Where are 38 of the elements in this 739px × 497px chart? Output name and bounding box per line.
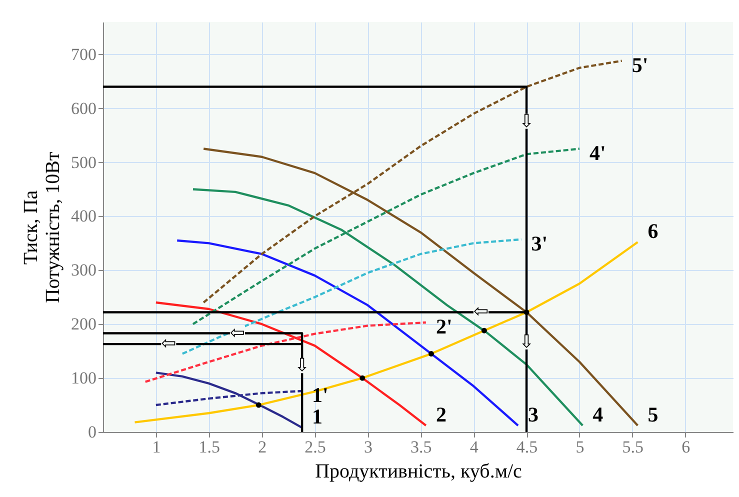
series-label: 5	[648, 402, 658, 427]
y-tick-label: 100	[71, 368, 96, 388]
annotation: ⇦	[161, 333, 176, 354]
annotation: ⇩	[294, 355, 310, 376]
y-tick-label: 500	[71, 152, 96, 172]
series-label: 1'	[312, 383, 328, 407]
x-tick-label: 6	[682, 438, 690, 456]
x-tick-label: 4	[470, 438, 479, 456]
x-tick-label: 3	[364, 438, 372, 456]
y-tick-label: 300	[71, 260, 96, 280]
series-label: 2	[436, 402, 446, 427]
y-tick-label: 400	[71, 206, 96, 226]
y-tick-label: 700	[71, 44, 96, 64]
y-tick-label: 0	[88, 422, 96, 442]
x-tick-label: 2.5	[304, 438, 326, 456]
x-tick-label: 5.5	[622, 438, 644, 456]
x-tick-label: 1	[152, 438, 161, 456]
annotation: ⇦	[473, 301, 489, 322]
annotation: ⇩	[518, 331, 534, 352]
series-label: 3	[528, 402, 539, 427]
x-tick-label: 1.5	[198, 438, 220, 456]
series-label: 3'	[531, 231, 548, 256]
x-axis-title: Продуктивність, куб.м/с	[315, 460, 522, 482]
series-label: 5'	[632, 52, 648, 77]
series-label: 1	[312, 404, 323, 429]
annotation: ⇦	[230, 322, 246, 344]
series-label: 6	[648, 219, 658, 244]
x-tick-label: 2	[258, 438, 267, 456]
y-axis-title: Тиск, Па Потужність, 10Вт	[20, 152, 64, 304]
annotation: ⇩	[518, 110, 534, 132]
series-label: 4'	[589, 140, 606, 165]
series-label: 2'	[436, 314, 452, 338]
x-tick-label: 4.5	[516, 438, 538, 456]
x-tick-label: 5	[576, 438, 584, 456]
series-label: 4	[592, 402, 604, 427]
y-tick-label: 200	[71, 314, 96, 334]
x-tick-label: 3.5	[410, 438, 432, 456]
y-tick-label: 600	[71, 98, 96, 118]
